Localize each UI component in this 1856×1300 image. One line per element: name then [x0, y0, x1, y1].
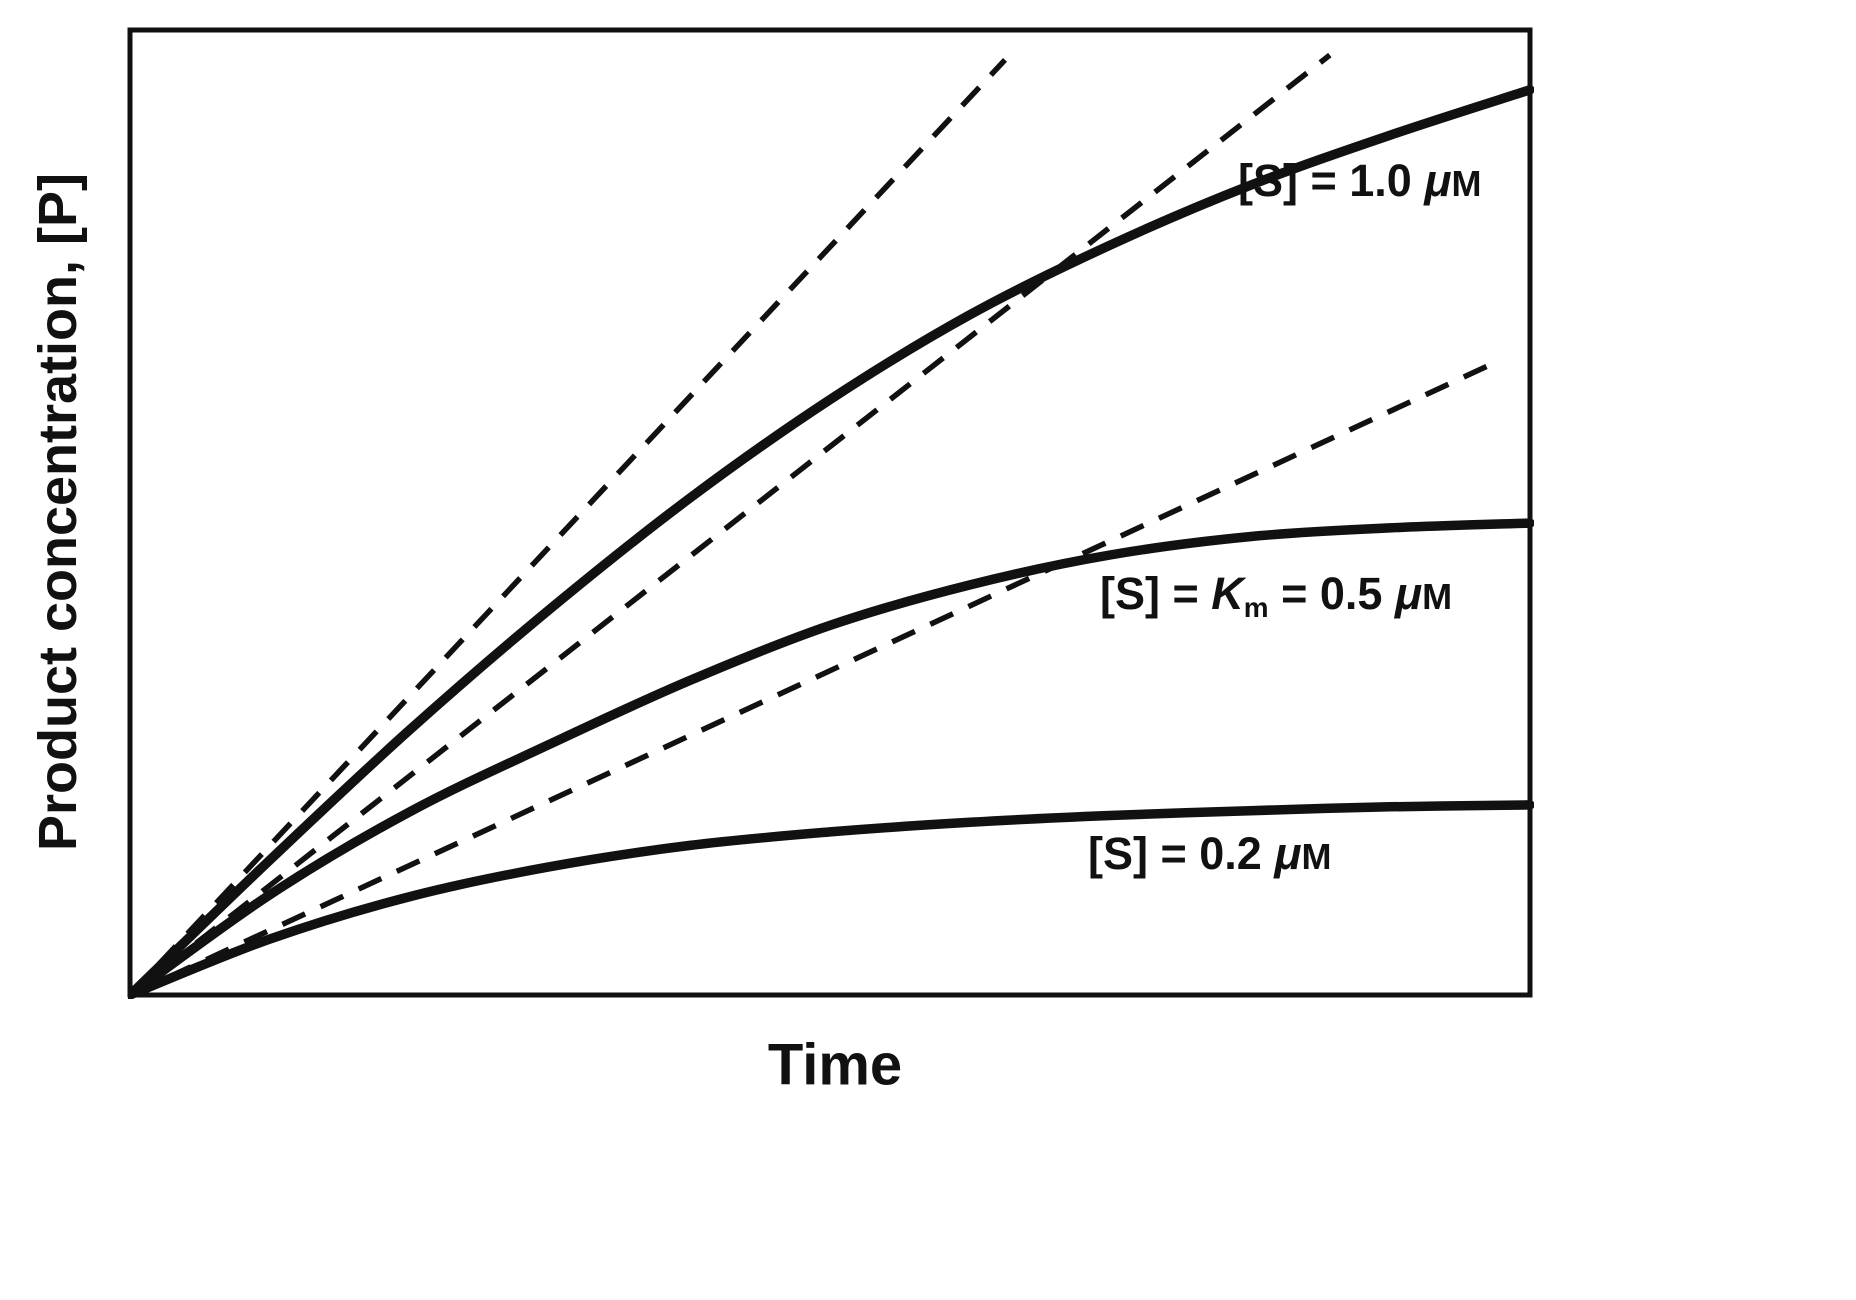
series-label-0.5uM: [S] = Km = 0.5 μM [1100, 568, 1452, 624]
plot-curves-group [128, 52, 1534, 999]
progress-curve-3 [128, 800, 1534, 999]
series-label-1.0uM: [S] = 1.0 μM [1238, 155, 1481, 207]
x-axis-label: Time [767, 1032, 903, 1098]
y-axis-label: Product concentration, [P] [28, 172, 88, 852]
series-label-text: [S] = 1.0 [1238, 155, 1425, 206]
series-label-text: [S] = [1100, 568, 1212, 619]
series-label-text: M [1301, 836, 1332, 877]
series-label-text: [S] = 0.2 [1088, 828, 1275, 879]
series-label-text: K [1211, 568, 1244, 619]
plot-border [127, 27, 1533, 998]
tangent-line-3 [128, 357, 1502, 998]
tangent-line-1 [128, 58, 1008, 997]
series-label-text: μ [1424, 155, 1452, 206]
series-label-text: μ [1394, 568, 1423, 619]
progress-curve-2 [128, 518, 1534, 999]
series-label-text: M [1451, 163, 1482, 204]
series-label-text: = 0.5 [1268, 568, 1395, 619]
tangent-line-2 [128, 52, 1332, 998]
series-label-text: m [1243, 591, 1269, 623]
series-label-text: μ [1274, 828, 1302, 879]
progress-curve-1 [128, 85, 1534, 999]
series-label-text: M [1422, 576, 1453, 617]
series-label-0.2uM: [S] = 0.2 μM [1088, 828, 1331, 880]
